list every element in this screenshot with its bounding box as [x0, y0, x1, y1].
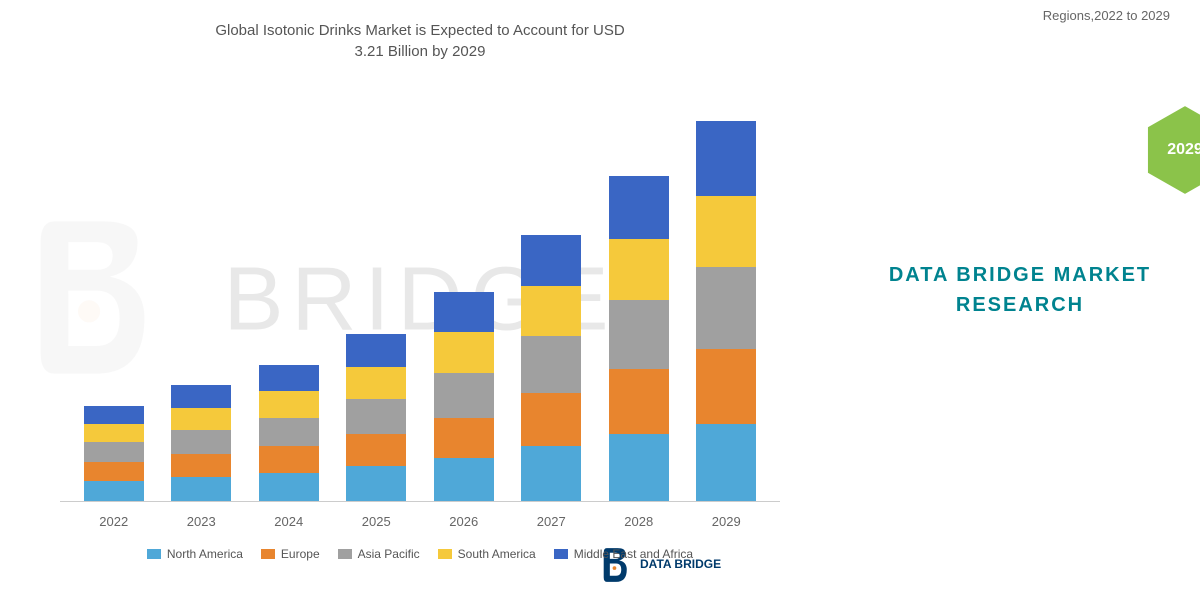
x-axis-label: 2024	[254, 514, 324, 529]
bar-segment	[84, 462, 144, 480]
chart-title: Global Isotonic Drinks Market is Expecte…	[60, 20, 780, 62]
chart-plot-area	[60, 82, 780, 502]
legend-swatch	[261, 549, 275, 559]
bar-segment	[259, 473, 319, 501]
legend-item: Middle East and Africa	[554, 547, 693, 561]
bar-group	[254, 365, 324, 501]
legend-item: South America	[438, 547, 536, 561]
legend-swatch	[438, 549, 452, 559]
legend-swatch	[554, 549, 568, 559]
brand-title: DATA BRIDGE MARKET RESEARCH	[880, 260, 1160, 320]
top-right-caption: Regions,2022 to 2029	[1043, 8, 1170, 23]
x-axis-label: 2025	[341, 514, 411, 529]
brand-line2: RESEARCH	[956, 294, 1084, 316]
legend-label: Europe	[281, 547, 320, 561]
bar-segment	[346, 367, 406, 400]
stacked-bar	[171, 385, 231, 501]
chart-title-line2: 3.21 Billion by 2029	[355, 43, 486, 60]
hexagon-badge: 2029	[1140, 100, 1200, 200]
bar-segment	[609, 369, 669, 434]
bar-segment	[521, 286, 581, 337]
legend-item: Europe	[261, 547, 320, 561]
bar-group	[79, 406, 149, 501]
bar-segment	[609, 239, 669, 300]
x-axis-label: 2023	[166, 514, 236, 529]
bar-segment	[259, 446, 319, 472]
bar-segment	[346, 399, 406, 434]
bar-segment	[609, 176, 669, 239]
bar-segment	[434, 418, 494, 459]
stacked-bar	[259, 365, 319, 501]
bar-group	[516, 235, 586, 501]
bar-segment	[171, 430, 231, 454]
bar-segment	[434, 332, 494, 373]
bar-segment	[696, 349, 756, 424]
bar-segment	[609, 300, 669, 369]
bar-segment	[84, 481, 144, 501]
legend-label: Middle East and Africa	[574, 547, 693, 561]
bar-segment	[259, 418, 319, 446]
legend-swatch	[338, 549, 352, 559]
bar-group	[604, 176, 674, 501]
x-axis-label: 2027	[516, 514, 586, 529]
legend-label: South America	[458, 547, 536, 561]
bar-segment	[171, 408, 231, 430]
bar-segment	[521, 235, 581, 286]
bar-segment	[609, 434, 669, 501]
bar-segment	[259, 365, 319, 391]
x-axis-label: 2029	[691, 514, 761, 529]
bar-segment	[171, 454, 231, 476]
bar-segment	[696, 121, 756, 196]
bar-segment	[346, 434, 406, 467]
hexagon-label: 2029	[1167, 141, 1200, 159]
bar-group	[691, 121, 761, 501]
bar-segment	[434, 373, 494, 418]
bar-segment	[434, 458, 494, 501]
legend-label: North America	[167, 547, 243, 561]
stacked-bar	[346, 334, 406, 501]
bar-segment	[171, 477, 231, 501]
brand-line1: DATA BRIDGE MARKET	[889, 264, 1151, 286]
stacked-bar	[434, 292, 494, 501]
legend-swatch	[147, 549, 161, 559]
bar-segment	[434, 292, 494, 333]
bar-segment	[84, 424, 144, 442]
bar-segment	[521, 393, 581, 446]
x-axis-label: 2028	[604, 514, 674, 529]
stacked-bar	[609, 176, 669, 501]
bar-group	[166, 385, 236, 501]
bar-segment	[84, 406, 144, 424]
legend-item: North America	[147, 547, 243, 561]
x-axis-label: 2026	[429, 514, 499, 529]
bar-segment	[84, 442, 144, 462]
bar-segment	[346, 334, 406, 367]
bar-segment	[521, 336, 581, 393]
bar-segment	[696, 424, 756, 501]
x-axis-label: 2022	[79, 514, 149, 529]
legend-item: Asia Pacific	[338, 547, 420, 561]
x-axis-labels: 2022 2023 2024 2025 2026 2027 2028 2029	[60, 502, 780, 529]
bar-group	[429, 292, 499, 501]
bar-segment	[521, 446, 581, 501]
chart-title-line1: Global Isotonic Drinks Market is Expecte…	[215, 22, 624, 39]
bar-segment	[696, 267, 756, 348]
stacked-bar	[521, 235, 581, 501]
bar-group	[341, 334, 411, 501]
chart-legend: North America Europe Asia Pacific South Ame…	[60, 547, 780, 561]
bar-segment	[346, 466, 406, 501]
chart-section: Global Isotonic Drinks Market is Expecte…	[0, 0, 800, 600]
legend-label: Asia Pacific	[358, 547, 420, 561]
bar-segment	[259, 391, 319, 417]
bar-segment	[171, 385, 231, 407]
bar-segment	[696, 196, 756, 267]
stacked-bar	[696, 121, 756, 501]
stacked-bar	[84, 406, 144, 501]
right-panel: Regions,2022 to 2029 2029 2022 DATA BRID…	[800, 0, 1200, 600]
